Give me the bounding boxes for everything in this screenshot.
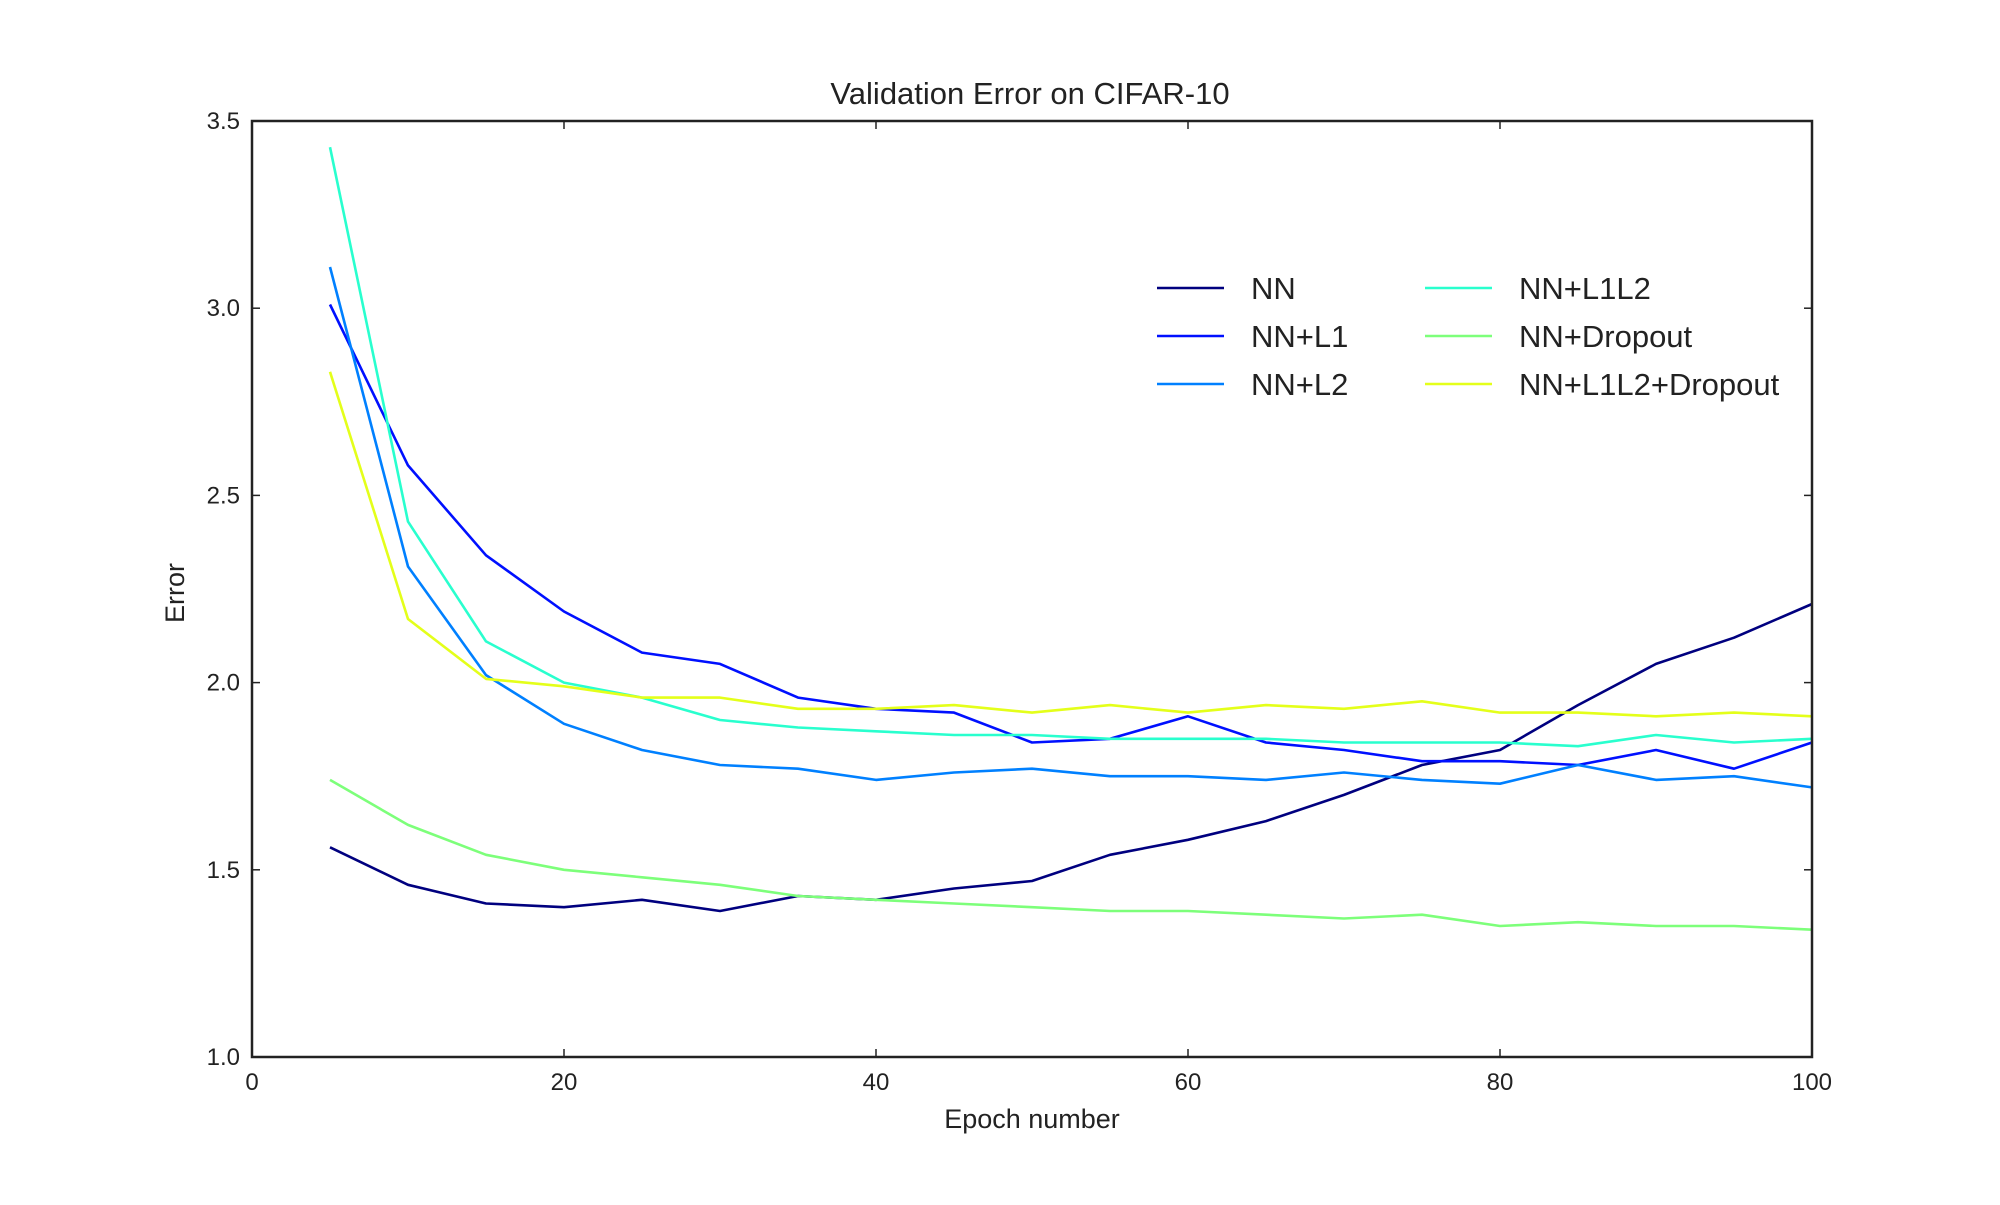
series-layer (328, 146, 1813, 931)
y-tick-label: 1.5 (207, 857, 240, 884)
x-tick-label: 40 (863, 1069, 890, 1096)
y-axis-label: Error (160, 563, 190, 623)
x-tick-label: 20 (551, 1069, 578, 1096)
plot-frame (250, 119, 1814, 1059)
legend-label-nn-plus-l1: NN+L1 (1251, 319, 1348, 354)
series-line-nn-plus-dropout (329, 778, 1813, 931)
y-tick-label: 3.5 (207, 108, 240, 135)
x-tick-label: 0 (245, 1069, 258, 1096)
legend-label-nn-plus-dropout: NN+Dropout (1519, 319, 1693, 354)
x-tick-label: 60 (1175, 1069, 1202, 1096)
series-line-nn-plus-l2 (328, 266, 1813, 789)
chart-title: Validation Error on CIFAR-10 (830, 76, 1229, 111)
series-line-nn (329, 602, 1813, 913)
legend-label-nn-plus-l2: NN+L2 (1251, 367, 1348, 402)
y-tick-label: 2.0 (207, 670, 240, 697)
series-line-nn-plus-l1l2-plus-dropout (328, 371, 1813, 718)
x-tick-label: 80 (1487, 1069, 1514, 1096)
legend: NN NN+L1 NN+L2 NN+L1L2 NN+Dropout NN+L1L2+Dro… (1157, 271, 1780, 402)
legend-label-nn: NN (1251, 271, 1296, 306)
y-tick-label: 2.5 (207, 482, 240, 509)
x-tick-label: 100 (1792, 1069, 1832, 1096)
y-axis-ticks: 1.0 1.5 2.0 2.5 3.0 3.5 (207, 108, 1812, 1071)
series-line-nn-plus-l1 (328, 303, 1813, 771)
legend-label-nn-plus-l1l2-plus-dropout: NN+L1L2+Dropout (1519, 367, 1780, 402)
y-tick-label: 1.0 (207, 1044, 240, 1071)
y-tick-label: 3.0 (207, 295, 240, 322)
series-line-nn-plus-l1l2 (328, 146, 1813, 748)
x-axis-label: Epoch number (944, 1104, 1120, 1134)
x-axis-ticks: 0 20 40 60 80 100 (245, 121, 1832, 1096)
legend-label-nn-plus-l1l2: NN+L1L2 (1519, 271, 1651, 306)
